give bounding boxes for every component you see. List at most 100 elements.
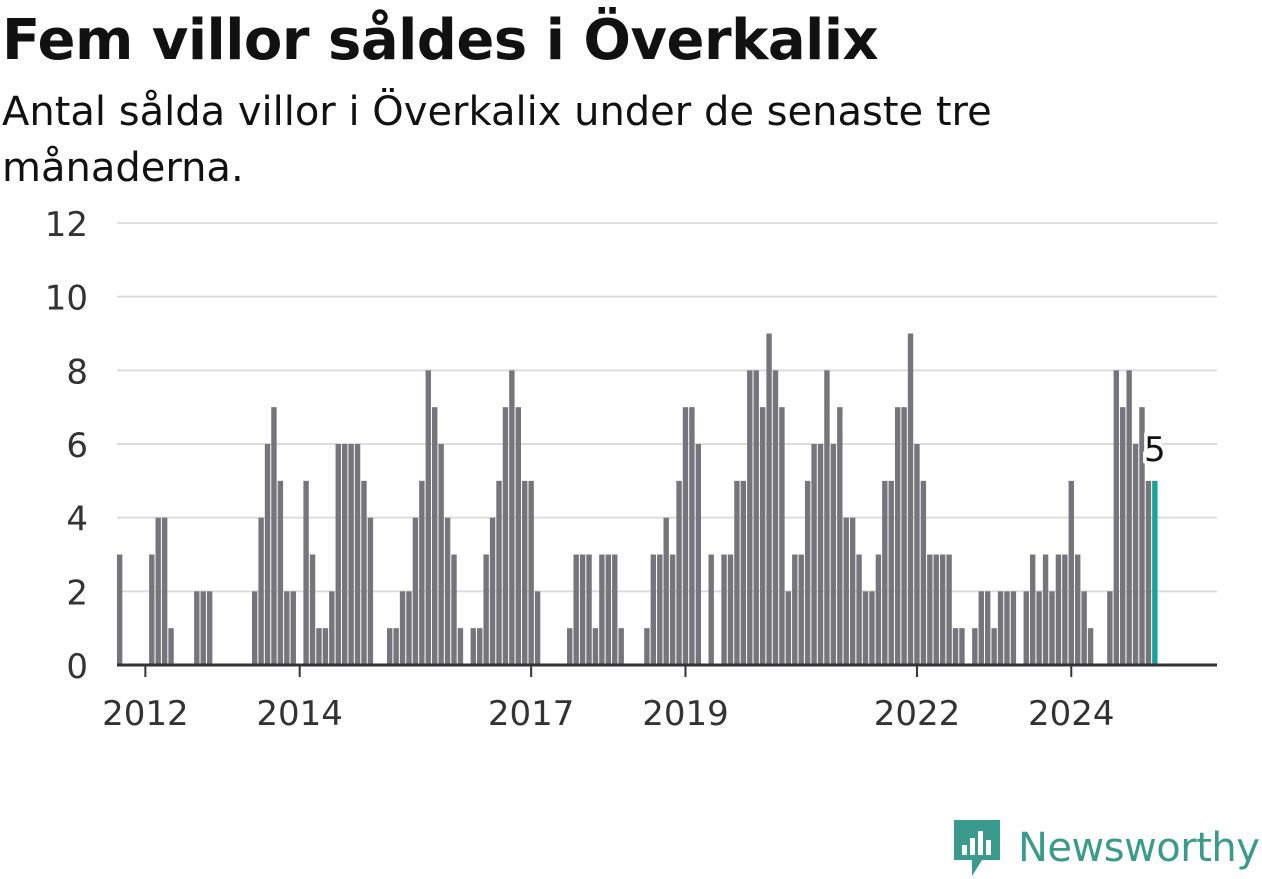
y-tick-label: 2: [66, 573, 88, 613]
bar: [200, 591, 206, 665]
bar: [650, 554, 657, 665]
bar: [258, 517, 264, 665]
bar: [1004, 591, 1010, 665]
bar: [657, 554, 663, 665]
bar: [1042, 554, 1049, 665]
bar: [972, 628, 978, 665]
bar-highlight: [1152, 480, 1158, 665]
bar: [708, 554, 714, 665]
bar: [727, 554, 734, 665]
bar: [206, 591, 213, 665]
newsworthy-icon: [954, 820, 1000, 876]
bar: [1132, 444, 1139, 665]
bar: [669, 554, 676, 665]
bar: [785, 591, 792, 665]
bar: [1139, 407, 1145, 665]
y-tick-label: 12: [45, 205, 88, 245]
bar: [824, 370, 830, 665]
bar: [412, 517, 419, 665]
bar: [888, 480, 894, 665]
bar: [682, 407, 689, 665]
bar: [939, 554, 946, 665]
bar: [920, 480, 927, 665]
bar: [605, 554, 612, 665]
bar: [522, 480, 528, 665]
bar: [804, 480, 811, 665]
bar: [1087, 628, 1094, 665]
bar: [779, 407, 785, 665]
bar: [348, 444, 354, 665]
bar: [284, 591, 290, 665]
bar: [849, 517, 856, 665]
bar: [361, 480, 367, 665]
bar: [1145, 480, 1152, 665]
bar: [914, 444, 920, 665]
y-axis-ticks: 0 2 4 6 8 10 12: [45, 205, 88, 687]
bar: [837, 407, 843, 665]
bar: [496, 480, 502, 665]
bar: [470, 628, 476, 665]
bar: [695, 444, 702, 665]
bar: [515, 407, 521, 665]
bar: [927, 554, 933, 665]
bar: [149, 554, 155, 665]
bar: [451, 554, 457, 665]
bar: [1049, 591, 1055, 665]
bar: [406, 591, 412, 665]
y-tick-label: 4: [66, 500, 88, 540]
bar: [830, 444, 837, 665]
bar: [862, 591, 869, 665]
bar: [676, 480, 682, 665]
bar: [341, 444, 348, 665]
x-tick-label: 2012: [102, 694, 189, 734]
bar: [489, 517, 496, 665]
bar: [1023, 591, 1029, 665]
bar: [309, 554, 316, 665]
bar: [399, 591, 406, 665]
bar: [1075, 554, 1081, 665]
bar-chart: 0 2 4 6 8 10 12 2012 2014 2017 2019 2022 2024 5: [45, 205, 1217, 734]
bar: [393, 628, 399, 665]
bar: [502, 407, 509, 665]
bar: [1036, 591, 1042, 665]
bar: [438, 444, 444, 665]
bar: [689, 407, 695, 665]
bar: [817, 444, 824, 665]
bar: [432, 407, 438, 665]
bar: [586, 554, 592, 665]
bar: [354, 444, 361, 665]
bar: [1113, 370, 1119, 665]
brand-name: Newsworthy: [1018, 825, 1260, 871]
chart-title: Fem villor såldes i Överkalix: [2, 8, 879, 73]
bar: [419, 480, 425, 665]
bar: [952, 628, 959, 665]
bar: [444, 517, 451, 665]
bar: [753, 370, 759, 665]
bar: [984, 591, 991, 665]
bar: [882, 480, 888, 665]
bar: [528, 480, 534, 665]
bar: [509, 370, 515, 665]
x-tick-label: 2019: [642, 694, 729, 734]
bar: [316, 628, 322, 665]
bar: [277, 480, 284, 665]
bar: [663, 517, 669, 665]
x-tick-label: 2022: [874, 694, 961, 734]
x-tick-label: 2017: [488, 694, 575, 734]
x-axis: 2012 2014 2017 2019 2022 2024: [102, 663, 1217, 734]
bar: [740, 480, 747, 665]
bar: [612, 554, 618, 665]
bar: [901, 407, 907, 665]
bar: [946, 554, 952, 665]
bar: [644, 628, 650, 665]
bar: [991, 628, 997, 665]
bar: [483, 554, 489, 665]
bar: [303, 480, 309, 665]
bar: [271, 407, 277, 665]
x-tick-label: 2024: [1028, 694, 1115, 734]
bar: [457, 628, 464, 665]
bar: [747, 370, 753, 665]
bar: [792, 554, 798, 665]
bar: [869, 591, 875, 665]
newsworthy-logo: Newsworthy: [952, 818, 1260, 878]
